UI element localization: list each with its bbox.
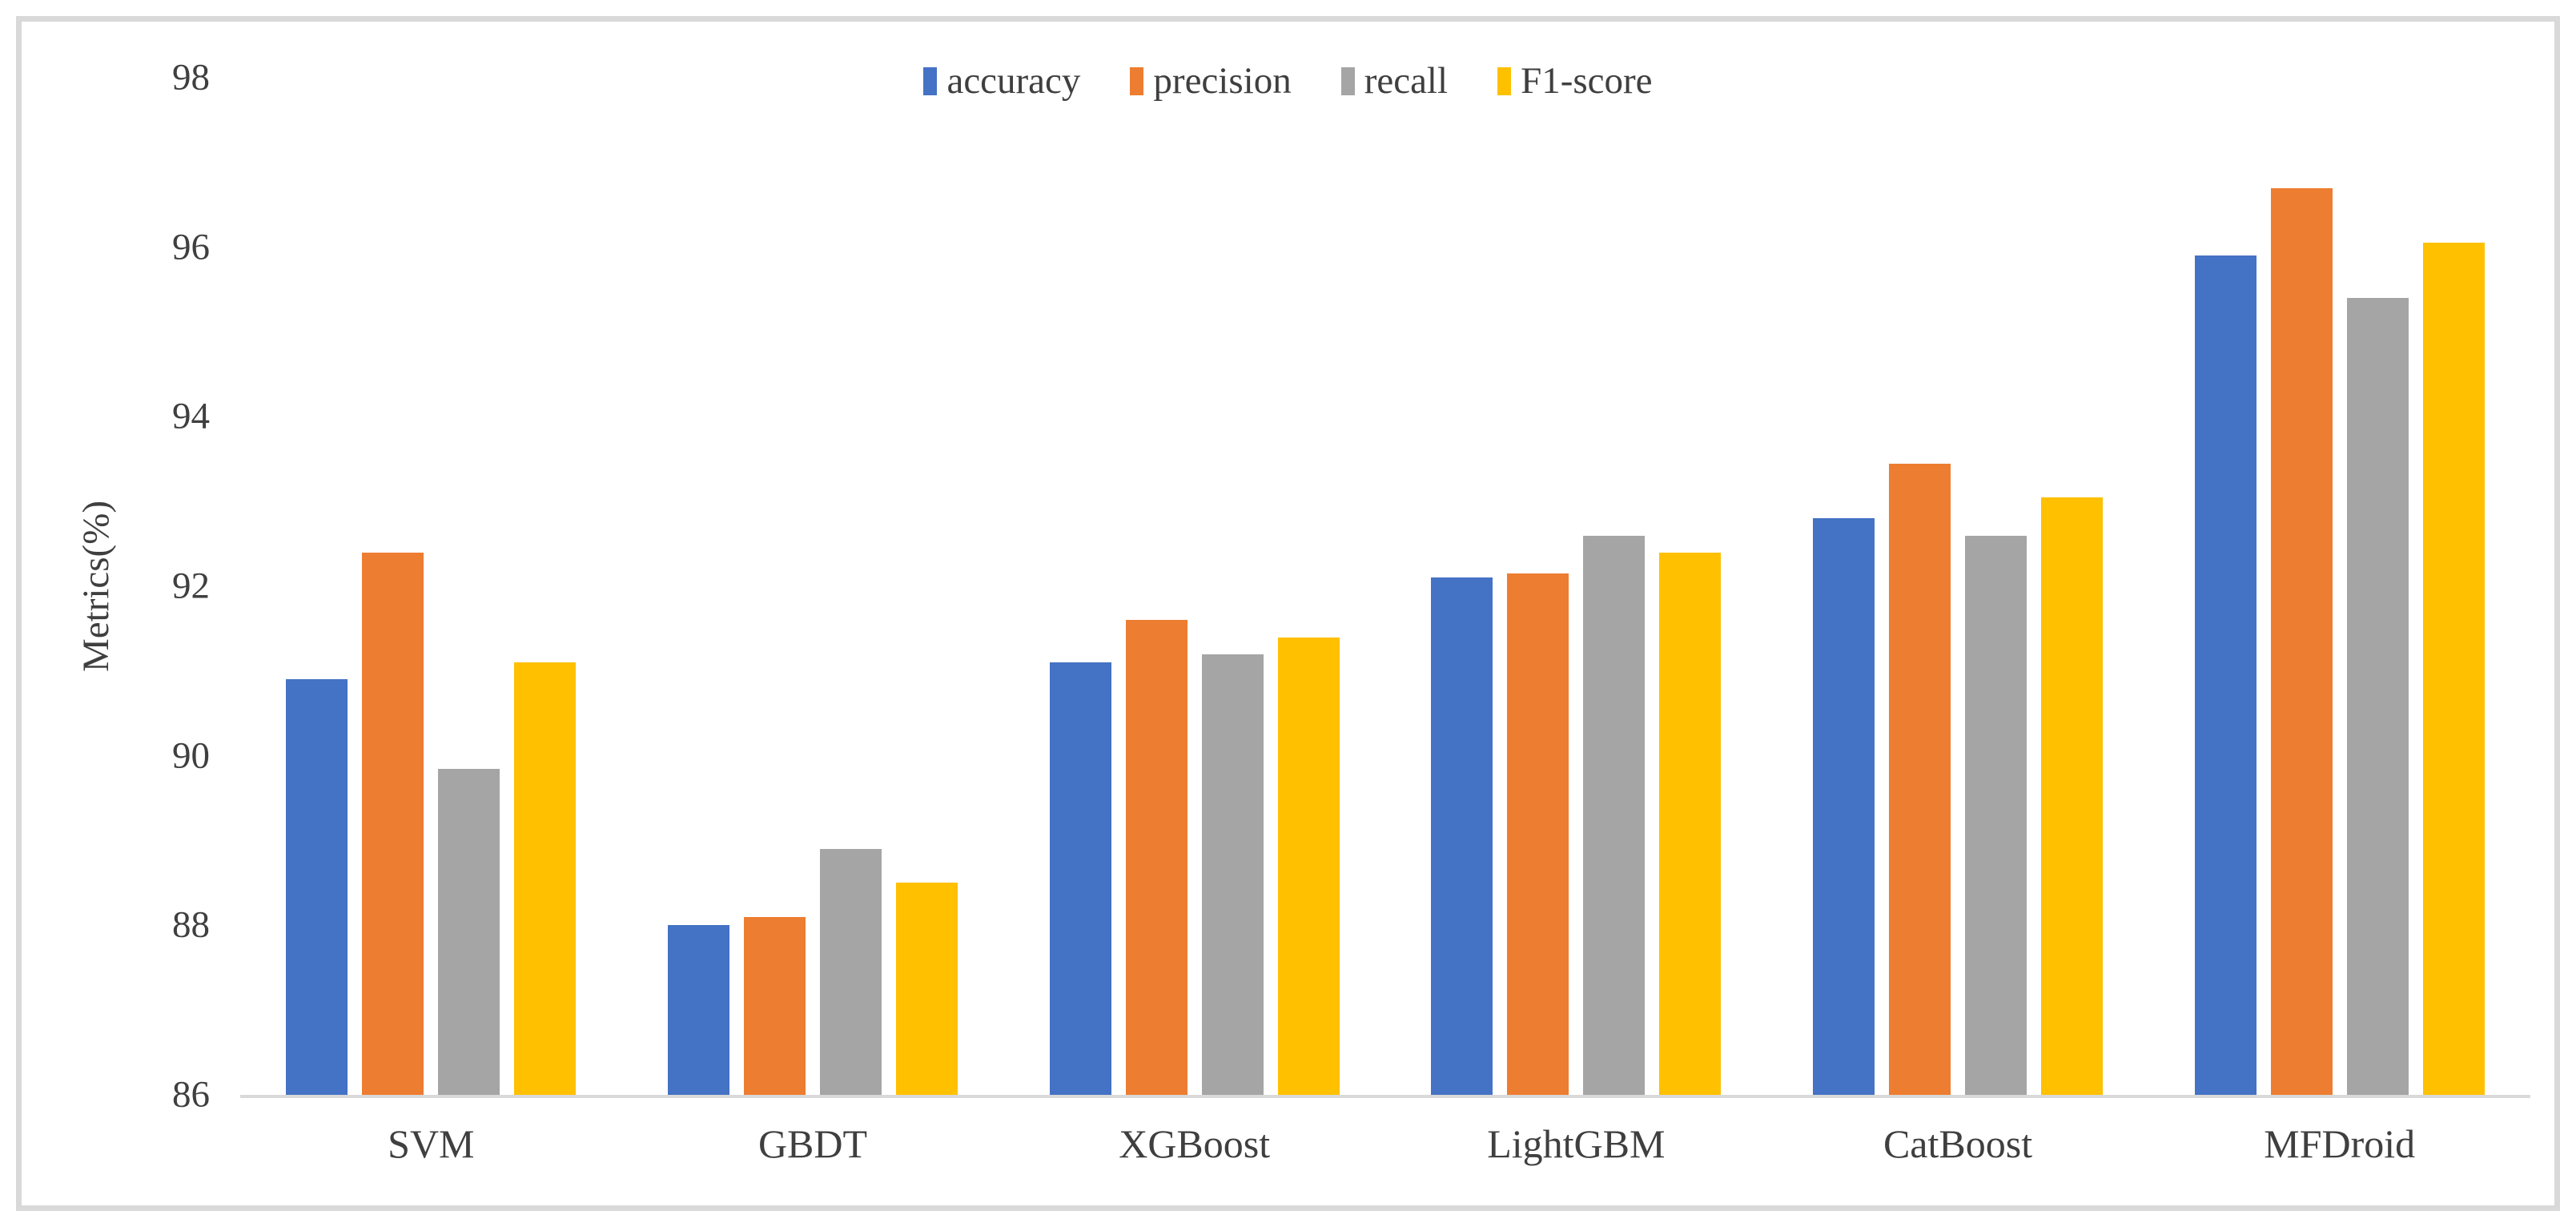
bar-recall-XGBoost [1201, 654, 1264, 1095]
bar-precision-MFDroid [2270, 187, 2333, 1095]
bar-group-MFDroid [2148, 78, 2530, 1095]
bar-recall-MFDroid [2346, 298, 2409, 1095]
legend-item-recall: recall [1340, 60, 1449, 102]
y-tick-label-86: 86 [172, 1073, 210, 1116]
bar-accuracy-LightGBM [1431, 577, 1493, 1095]
legend-item-accuracy: accuracy [923, 62, 1080, 100]
x-label-XGBoost: XGBoost [1119, 1121, 1271, 1166]
bar-F1-score-SVM [514, 662, 577, 1095]
x-label-MFDroid: MFDroid [2264, 1121, 2416, 1166]
y-tick-label-90: 90 [172, 734, 210, 777]
x-label-SVM: SVM [388, 1121, 475, 1166]
bar-accuracy-SVM [286, 679, 348, 1095]
legend-label-recall: recall [1364, 60, 1449, 102]
bar-F1-score-CatBoost [2041, 497, 2104, 1095]
x-label-CatBoost: CatBoost [1883, 1121, 2033, 1166]
bar-F1-score-XGBoost [1277, 637, 1340, 1095]
x-label-GBDT: GBDT [758, 1121, 868, 1166]
bar-precision-GBDT [744, 916, 806, 1095]
x-axis-category-labels: SVM GBDT XGBoost LightGBM CatBoost MFDroid [240, 1120, 2530, 1168]
bar-accuracy-CatBoost [1813, 518, 1875, 1095]
y-axis-tick-labels: 86 88 90 92 94 96 98 [0, 58, 210, 1113]
bar-accuracy-GBDT [668, 925, 729, 1095]
bar-F1-score-LightGBM [1659, 552, 1722, 1095]
legend-label-accuracy: accuracy [946, 60, 1081, 102]
bar-F1-score-GBDT [896, 883, 958, 1095]
bar-recall-GBDT [820, 849, 882, 1095]
legend-label-precision: precision [1153, 60, 1292, 102]
bar-F1-score-MFDroid [2422, 243, 2485, 1095]
bar-precision-SVM [362, 552, 424, 1095]
y-tick-label-94: 94 [172, 395, 210, 437]
y-tick-label-98: 98 [172, 56, 210, 99]
bar-precision-XGBoost [1125, 620, 1188, 1095]
plot-area [240, 78, 2530, 1098]
bar-precision-LightGBM [1507, 573, 1569, 1095]
bar-precision-CatBoost [1889, 463, 1951, 1095]
bar-recall-SVM [438, 768, 500, 1095]
legend-swatch-F1-score [1497, 67, 1512, 95]
legend-label-F1-score: F1-score [1521, 60, 1653, 102]
bar-accuracy-MFDroid [2194, 255, 2257, 1095]
chart-legend: accuracy precision recall F1-score [0, 62, 2576, 100]
legend-swatch-precision [1130, 67, 1144, 95]
bar-recall-LightGBM [1583, 535, 1646, 1095]
legend-swatch-accuracy [923, 67, 938, 95]
bar-accuracy-XGBoost [1049, 662, 1111, 1095]
bar-group-XGBoost [1003, 78, 1385, 1095]
y-tick-label-96: 96 [172, 226, 210, 268]
legend-item-precision: precision [1130, 60, 1292, 102]
y-tick-label-92: 92 [172, 565, 210, 607]
legend-item-F1-score: F1-score [1497, 60, 1653, 102]
y-tick-label-88: 88 [172, 903, 210, 946]
bar-group-CatBoost [1767, 78, 2149, 1095]
x-label-LightGBM: LightGBM [1487, 1121, 1666, 1166]
bar-recall-CatBoost [1965, 535, 2027, 1095]
legend-swatch-recall [1340, 67, 1355, 95]
bar-group-GBDT [622, 78, 1004, 1095]
bar-group-SVM [240, 78, 622, 1095]
bar-group-LightGBM [1385, 78, 1767, 1095]
